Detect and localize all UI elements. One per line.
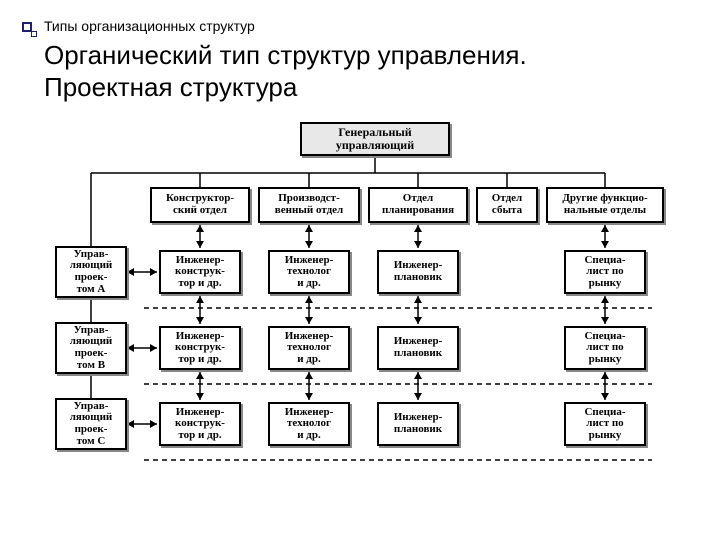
grid-box-r2-c0: Инженер-конструк-тор и др. bbox=[159, 402, 241, 446]
page-title-line2: Проектная структура bbox=[44, 72, 297, 103]
grid-box-r0-c3: Специа-лист порынку bbox=[564, 250, 646, 294]
grid-box-r2-c3: Специа-лист порынку bbox=[564, 402, 646, 446]
dept-box-1: Производст-венный отдел bbox=[258, 187, 360, 223]
grid-box-r2-c1: Инженер-технологи др. bbox=[268, 402, 350, 446]
project-box-1: Управ-ляющийпроек-том B bbox=[55, 322, 127, 374]
dept-box-2: Отделпланирования bbox=[368, 187, 468, 223]
grid-box-r1-c0: Инженер-конструк-тор и др. bbox=[159, 326, 241, 370]
dept-box-0: Конструктор-ский отдел bbox=[150, 187, 250, 223]
grid-box-r0-c0: Инженер-конструк-тор и др. bbox=[159, 250, 241, 294]
project-box-2: Управ-ляющийпроек-том C bbox=[55, 398, 127, 450]
dept-box-4: Другие функцио-нальные отделы bbox=[546, 187, 664, 223]
breadcrumb: Типы организационных структур bbox=[44, 18, 255, 34]
grid-box-r0-c2: Инженер-плановик bbox=[377, 250, 459, 294]
grid-box-r0-c1: Инженер-технологи др. bbox=[268, 250, 350, 294]
grid-box-r1-c1: Инженер-технологи др. bbox=[268, 326, 350, 370]
grid-box-r1-c2: Инженер-плановик bbox=[377, 326, 459, 370]
bullet-small bbox=[31, 31, 37, 37]
page-title-line1: Органический тип структур управления. bbox=[44, 40, 527, 71]
project-box-0: Управ-ляющийпроек-том A bbox=[55, 246, 127, 298]
top-box: Генеральный управляющий bbox=[300, 122, 450, 156]
dept-box-3: Отделсбыта bbox=[476, 187, 538, 223]
grid-box-r2-c2: Инженер-плановик bbox=[377, 402, 459, 446]
grid-box-r1-c3: Специа-лист порынку bbox=[564, 326, 646, 370]
